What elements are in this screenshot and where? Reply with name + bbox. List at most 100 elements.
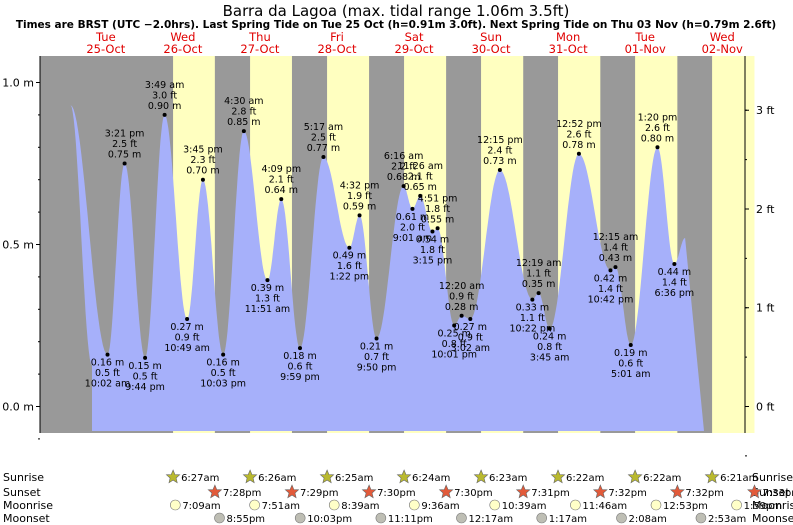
tide-label: 10:49 am bbox=[164, 343, 209, 354]
tide-label: 0.16 m bbox=[91, 358, 124, 369]
tide-marker bbox=[410, 206, 415, 211]
tide-label: 3:45 am bbox=[530, 353, 569, 364]
moonrise-time: 11:46am bbox=[582, 501, 627, 512]
tide-label: 0.9 ft bbox=[449, 291, 474, 302]
high-tide-point: 4:51 pm1.8 ft0.55 m bbox=[418, 193, 458, 231]
moonset-icon bbox=[214, 512, 225, 524]
sunrise-time: 6:23am bbox=[489, 473, 527, 484]
tide-marker bbox=[162, 112, 167, 117]
tide-label: 3:02 am bbox=[451, 343, 490, 354]
tide-marker bbox=[374, 336, 379, 341]
moonset-icon bbox=[456, 512, 467, 524]
sunrise-icon bbox=[473, 469, 489, 484]
tide-marker bbox=[628, 342, 633, 347]
high-tide-point: 12:15 pm2.4 ft0.73 m bbox=[477, 135, 523, 172]
tide-marker bbox=[655, 145, 660, 150]
tide-label: 12:15 pm bbox=[477, 135, 523, 146]
moonrise-time: 8:39am bbox=[341, 501, 379, 512]
day-name: Fri bbox=[330, 30, 344, 44]
tide-label: 0.19 m bbox=[614, 348, 647, 359]
sunrise-icon bbox=[242, 469, 258, 484]
tide-label: 0.73 m bbox=[483, 156, 516, 167]
day-name: Wed bbox=[710, 30, 735, 44]
sunset-time: 7:30pm bbox=[454, 488, 493, 499]
moonrise-time: 12:53pm bbox=[663, 501, 708, 512]
day-name: Sun bbox=[480, 30, 502, 44]
moonset-time: 2:53am bbox=[708, 514, 746, 525]
tide-label: 0.18 m bbox=[283, 351, 316, 362]
tide-marker bbox=[200, 177, 205, 182]
moonset-time: 11:11pm bbox=[388, 514, 433, 525]
tide-label: 0.33 m bbox=[516, 303, 549, 314]
tide-label: 0.27 m bbox=[170, 322, 203, 333]
tide-label: 9:44 pm bbox=[125, 382, 165, 393]
moonrise-time: 10:39am bbox=[502, 501, 547, 512]
tide-marker bbox=[459, 313, 464, 318]
tide-marker bbox=[468, 317, 473, 322]
day-date: 01-Nov bbox=[625, 42, 666, 56]
tide-marker bbox=[576, 151, 581, 156]
sunset-icon bbox=[515, 484, 531, 499]
tide-label: 0.24 m bbox=[533, 332, 566, 343]
tide-marker bbox=[536, 291, 541, 296]
tide-label: 0.21 m bbox=[360, 341, 393, 352]
day-date: 25-Oct bbox=[86, 42, 125, 56]
tide-marker bbox=[418, 193, 423, 198]
sunrise-time: 6:22am bbox=[643, 473, 681, 484]
tide-label: 3:15 pm bbox=[413, 256, 453, 267]
sunrise-icon bbox=[627, 469, 643, 484]
left-tick-label: 0.0 m bbox=[2, 401, 34, 414]
sunrise-time: 6:26am bbox=[258, 473, 296, 484]
sunrise-time: 6:22am bbox=[566, 473, 604, 484]
moonrise-icon bbox=[489, 499, 501, 511]
moonrise-icon bbox=[650, 499, 662, 511]
moonset-time: 10:03pm bbox=[307, 514, 352, 525]
sunset-icon bbox=[592, 484, 608, 499]
tide-label: 0.49 m bbox=[333, 251, 366, 262]
high-tide-point: 3:49 am3.0 ft0.90 m bbox=[145, 80, 184, 117]
low-tide-point: 0.24 m0.8 ft3:45 am bbox=[530, 326, 569, 364]
tide-label: 0.8 ft bbox=[442, 339, 467, 350]
tide-label: 4:51 pm bbox=[418, 193, 458, 204]
day-date: 29-Oct bbox=[395, 42, 434, 56]
tide-label: 0.44 m bbox=[658, 267, 691, 278]
tide-label: 0.80 m bbox=[641, 133, 674, 144]
tide-label: 2.5 ft bbox=[311, 133, 336, 144]
low-tide-point: 0.15 m0.5 ft9:44 pm bbox=[125, 355, 165, 393]
tide-label: 1.9 ft bbox=[347, 191, 372, 202]
day-date: 26-Oct bbox=[163, 42, 202, 56]
tide-marker bbox=[497, 167, 502, 172]
sunrise-icon bbox=[165, 469, 181, 484]
tide-marker bbox=[297, 346, 302, 351]
sunset-icon bbox=[669, 484, 685, 499]
tide-marker bbox=[430, 229, 435, 234]
tide-marker bbox=[547, 326, 552, 331]
tide-label: 0.55 m bbox=[421, 214, 454, 225]
tide-marker bbox=[435, 226, 440, 231]
sunset-time: 7:33pm bbox=[762, 488, 793, 499]
moonrise-time: 1:59pm bbox=[744, 501, 783, 512]
high-tide-point: 12:52 pm2.6 ft0.78 m bbox=[556, 119, 602, 156]
day-name: Tue bbox=[95, 30, 116, 44]
tide-label: 1.8 ft bbox=[420, 245, 445, 256]
day-date: 31-Oct bbox=[549, 42, 588, 56]
tide-label: 12:19 am bbox=[516, 258, 561, 269]
high-tide-point: 3:21 pm2.5 ft0.75 m bbox=[105, 129, 144, 166]
high-tide-point: 4:30 am2.8 ft0.85 m bbox=[224, 96, 264, 134]
moonset-icon bbox=[616, 512, 627, 524]
sunrise-icon bbox=[550, 469, 566, 484]
sunrise-icon bbox=[704, 469, 720, 484]
tide-label: 6:36 pm bbox=[655, 288, 695, 299]
tide-label: 11:51 am bbox=[245, 304, 290, 315]
day-date: 27-Oct bbox=[240, 42, 279, 56]
right-tick-label: 0 ft bbox=[756, 401, 775, 414]
sunset-icon bbox=[438, 484, 454, 499]
sunset-row-label-right: Sunset bbox=[752, 486, 790, 499]
moonset-time: 2:08am bbox=[629, 514, 667, 525]
moonrise-time: 9:36am bbox=[421, 501, 459, 512]
tide-label: 6:16 am bbox=[384, 151, 423, 162]
tide-label: 1.4 ft bbox=[603, 243, 628, 254]
